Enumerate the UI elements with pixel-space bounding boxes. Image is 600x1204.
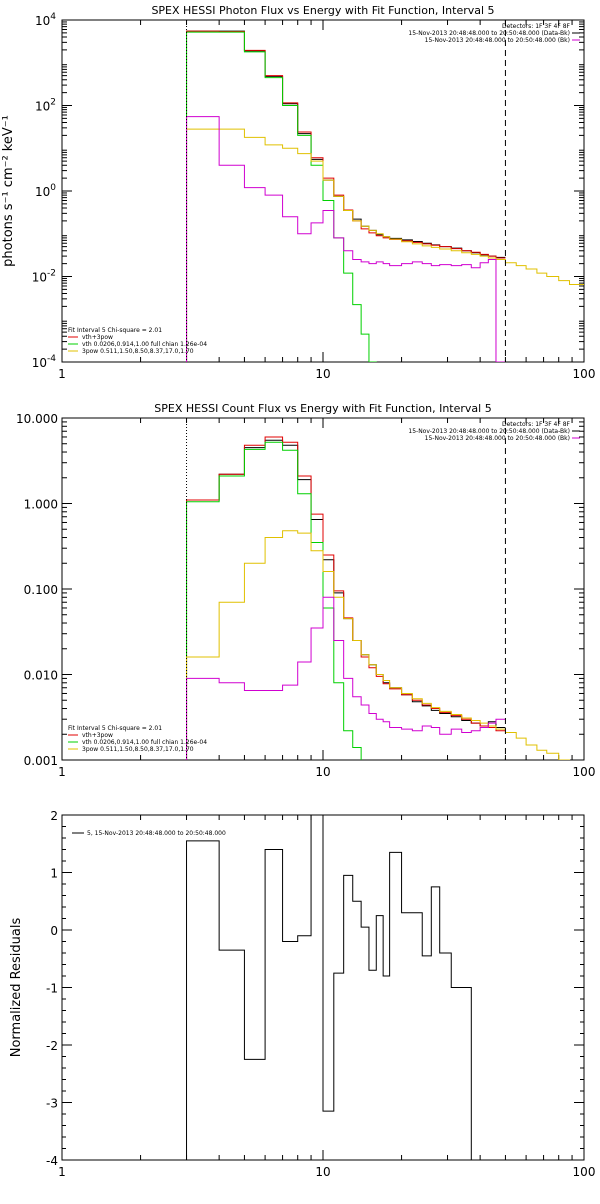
y-tick-label: 10-2	[32, 269, 56, 285]
legend-entry: Detectors: 1F 3F 4F 8F	[502, 23, 571, 30]
chart-3: 1 10 100 -4 -3 -2 -1 0 1 2 Normalized Residuals 5, …	[9, 809, 595, 1179]
y-tick-label: 10-4	[32, 354, 57, 370]
y-tick-label: -3	[46, 1097, 58, 1111]
series-data	[186, 439, 506, 760]
legend-bottom-left: Fit Interval 5 Chi-square = 2.01vth+3pow…	[68, 327, 207, 355]
x-tick-label: 10	[315, 765, 330, 779]
legend-entry: 3pow 0.511,1.50,8.50,8.37,17.0,1.70	[82, 746, 194, 753]
y-axis: -4 -3 -2 -1 0 1 2	[46, 809, 584, 1168]
chart-title: SPEX HESSI Count Flux vs Energy with Fit…	[154, 402, 491, 415]
y-tick-label: -4	[46, 1154, 58, 1168]
series-thermal	[186, 441, 362, 760]
y-tick-label: 0	[50, 924, 58, 938]
series-background	[186, 596, 506, 760]
legend-top-left: 5, 15-Nov-2013 20:48:48.000 to 20:50:48.…	[72, 830, 226, 837]
series-data	[186, 30, 506, 362]
y-tick-label: 100	[35, 183, 56, 199]
x-axis: 1 10 100	[58, 20, 595, 381]
chart-2: SPEX HESSI Count Flux vs Energy with Fit…	[16, 402, 596, 779]
series-residuals	[186, 815, 472, 1160]
x-tick-label: 1	[58, 1165, 66, 1179]
plot-area	[186, 436, 571, 760]
y-tick-label: 0.100	[24, 583, 58, 597]
series-broken_power	[186, 128, 584, 362]
y-tick-label: 104	[35, 12, 56, 28]
y-tick-label: 10.000	[16, 412, 58, 426]
y-tick-label: 1.000	[24, 498, 58, 512]
series-total_fit	[186, 30, 506, 362]
legend-entry: vth+3pow	[82, 334, 113, 341]
legend-entry: 5, 15-Nov-2013 20:48:48.000 to 20:50:48.…	[87, 830, 226, 837]
legend-entry: 15-Nov-2013 20:48:48.000 to 20:50:48.000…	[425, 37, 570, 44]
legend-entry: Detectors: 1F 3F 4F 8F	[502, 421, 571, 428]
legend-entry: 15-Nov-2013 20:48:48.000 to 20:50:48.000…	[408, 428, 570, 435]
series-background	[186, 116, 506, 362]
legend-bottom-left: Fit Interval 5 Chi-square = 2.01vth+3pow…	[68, 725, 207, 753]
series-broken_power	[186, 530, 571, 760]
y-tick-label: 1	[50, 867, 58, 881]
legend-entry: vth 0.0206,0.914,1.00 full chian 1.26e-0…	[82, 341, 207, 348]
chart-title: SPEX HESSI Photon Flux vs Energy with Fi…	[151, 4, 494, 17]
x-axis: 1 10 100	[58, 815, 595, 1179]
y-tick-label: 0.001	[24, 754, 58, 768]
legend-entry: vth+3pow	[82, 732, 113, 739]
x-tick-label: 1	[58, 765, 66, 779]
plot-area	[186, 815, 472, 1160]
y-axis-title: Normalized Residuals	[9, 918, 24, 1058]
y-tick-label: -1	[46, 982, 58, 996]
chart-1: SPEX HESSI Photon Flux vs Energy with Fi…	[1, 4, 595, 381]
y-tick-label: -2	[46, 1039, 58, 1053]
legend-entry: Fit Interval 5 Chi-square = 2.01	[68, 725, 162, 732]
x-tick-label: 100	[573, 367, 596, 381]
legend-entry: 3pow 0.511,1.50,8.50,8.37,17.0,1.70	[82, 348, 194, 355]
y-tick-label: 102	[35, 98, 56, 114]
series-total_fit	[186, 436, 506, 760]
y-tick-label: 2	[50, 809, 58, 823]
plot-area	[186, 30, 584, 362]
x-tick-label: 100	[573, 1165, 596, 1179]
y-axis: 10-4 10-2 100 102 104	[32, 12, 584, 370]
y-tick-label: 0.010	[24, 669, 58, 683]
legend-entry: Fit Interval 5 Chi-square = 2.01	[68, 327, 162, 334]
legend-entry: 15-Nov-2013 20:48:48.000 to 20:50:48.000…	[425, 435, 570, 442]
x-tick-label: 100	[573, 765, 596, 779]
y-axis-title: photons s⁻¹ cm⁻² keV⁻¹	[1, 115, 16, 267]
series-thermal	[186, 31, 377, 362]
y-axis: 0.001 0.010 0.100 1.000 10.000	[16, 412, 584, 768]
x-tick-label: 10	[315, 367, 330, 381]
x-tick-label: 1	[58, 367, 66, 381]
legend-entry: 15-Nov-2013 20:48:48.000 to 20:50:48.000…	[408, 30, 570, 37]
x-tick-label: 10	[315, 1165, 330, 1179]
legend-entry: vth 0.0206,0.914,1.00 full chian 1.26e-0…	[82, 739, 207, 746]
